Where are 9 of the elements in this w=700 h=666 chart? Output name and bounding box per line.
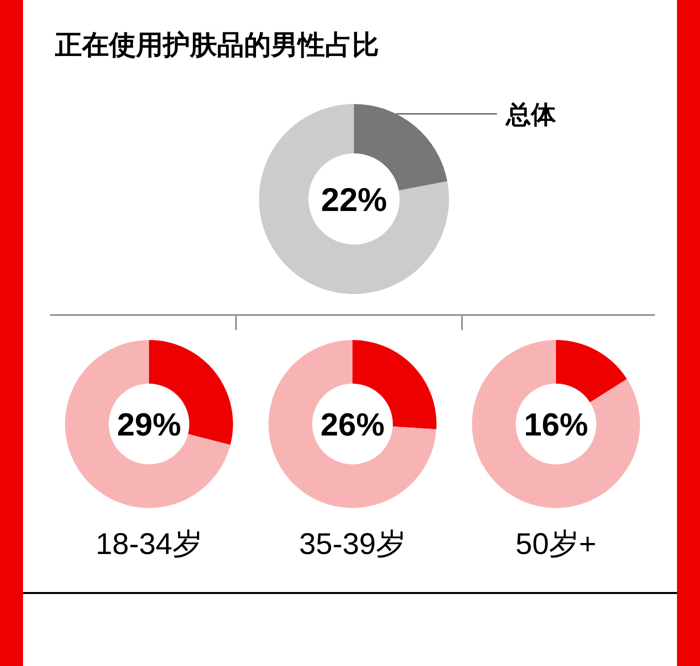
- text: 50岁+: [516, 528, 596, 561]
- text: 29%: [116, 406, 182, 443]
- text: 35-39岁: [299, 528, 406, 561]
- chart-title: 正在使用护肤品的男性占比: [54, 30, 379, 60]
- text: 26%: [320, 406, 385, 443]
- slice-label: 总体: [505, 100, 557, 129]
- text: 16%: [524, 406, 588, 443]
- text: 18-34岁: [96, 528, 202, 561]
- text: 22%: [320, 180, 388, 218]
